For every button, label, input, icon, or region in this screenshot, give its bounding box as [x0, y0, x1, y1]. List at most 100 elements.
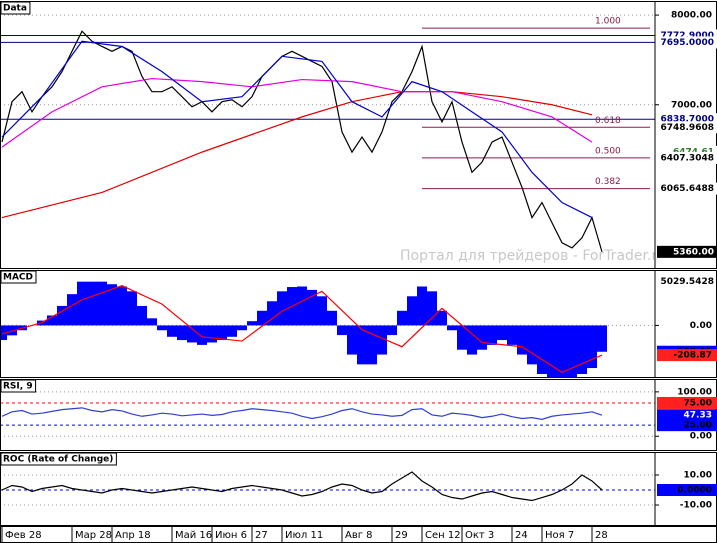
- level-label-box: [657, 419, 717, 432]
- series-line: [1, 77, 593, 148]
- x-tick-label: Фев 28: [5, 530, 42, 541]
- bar: [0, 325, 7, 341]
- price-label-box: [657, 182, 717, 195]
- level-label: 25.00: [684, 421, 712, 431]
- bar: [357, 325, 367, 365]
- bar: [167, 325, 177, 337]
- x-tick-label: Авг 8: [345, 530, 373, 541]
- x-tick-label: Июн 6: [215, 530, 247, 541]
- series-line: [1, 284, 603, 373]
- price-label: 7772.9000: [660, 31, 714, 41]
- y-tick-label: 7000.00: [671, 100, 712, 110]
- bar: [197, 325, 207, 345]
- bar: [57, 305, 67, 326]
- panel-title: MACD: [3, 273, 33, 283]
- price-label-box: [657, 151, 717, 164]
- x-tick-label: Окт 3: [465, 530, 494, 541]
- last-value-box: [657, 409, 717, 422]
- bar: [307, 289, 317, 326]
- x-tick-label: 28: [595, 530, 608, 541]
- bar: [117, 286, 127, 326]
- panel-title-box: [0, 1, 31, 15]
- price-label-box: [657, 245, 717, 258]
- price-label-box: [657, 275, 717, 288]
- price-label: 6407.3048: [660, 153, 714, 163]
- bar: [237, 325, 247, 331]
- bar: [377, 325, 387, 355]
- bar: [387, 325, 397, 336]
- bar: [417, 286, 427, 326]
- bar: [557, 325, 567, 377]
- y-tick-label: -10.00: [680, 501, 712, 511]
- price-label-box: [657, 36, 717, 49]
- bar: [137, 305, 147, 326]
- series-line: [1, 471, 603, 502]
- series-line: [1, 30, 603, 253]
- bar: [7, 325, 17, 336]
- price-label: 6065.6488: [660, 184, 714, 194]
- bar: [547, 325, 557, 377]
- bar: [67, 294, 77, 326]
- bar: [157, 325, 167, 331]
- x-tick-label: 29: [395, 530, 408, 541]
- bar: [347, 325, 357, 355]
- bar: [337, 325, 347, 336]
- bar: [367, 325, 377, 365]
- bar: [127, 291, 137, 326]
- bar: [297, 286, 307, 326]
- panel-title-box: [0, 379, 37, 393]
- last-value-box: [657, 349, 717, 362]
- bar: [317, 296, 327, 326]
- fib-label: 0.382: [595, 177, 621, 187]
- bar: [77, 281, 87, 326]
- x-tick-label: Сен 12: [425, 530, 461, 541]
- x-tick-label: 24: [515, 530, 528, 541]
- bar: [267, 301, 277, 326]
- last-value-label: 47.33: [684, 411, 712, 421]
- bar: [87, 281, 97, 326]
- fib-label: 1.000: [595, 17, 621, 27]
- bar: [427, 291, 437, 326]
- bar: [177, 325, 187, 341]
- price-label: 6748.9608: [660, 123, 714, 133]
- fib-label: 0.500: [595, 146, 621, 156]
- price-label-box: [657, 121, 717, 134]
- x-tick-label: Ноя 7: [545, 530, 574, 541]
- price-label: 5360.00: [673, 247, 714, 257]
- bar: [507, 325, 517, 345]
- x-tick-label: Апр 18: [115, 530, 151, 541]
- level-label-box: [657, 396, 717, 409]
- bar: [217, 325, 227, 341]
- x-tick-label: Июл 11: [285, 530, 323, 541]
- x-tick-label: Май 16: [175, 530, 212, 541]
- price-label: 5029.5428: [660, 277, 714, 287]
- bar: [497, 325, 507, 341]
- panel-plot: [0, 281, 655, 377]
- bar: [107, 284, 117, 326]
- panel-plot: [0, 391, 655, 437]
- bar: [477, 325, 487, 350]
- last-value-label: -208.87: [674, 351, 712, 361]
- price-label: 7695.0000: [660, 38, 714, 48]
- bar: [457, 325, 467, 350]
- panel-title: RSI, 9: [3, 382, 33, 392]
- bar: [397, 310, 407, 326]
- bar: [247, 321, 257, 326]
- bar: [187, 325, 197, 343]
- panel-plot: [0, 471, 655, 506]
- level-label-box: [657, 484, 717, 497]
- bar: [587, 325, 597, 369]
- bar: [147, 318, 157, 326]
- bar: [487, 325, 497, 345]
- bar: [567, 325, 577, 377]
- bar: [577, 325, 587, 375]
- bar: [447, 325, 457, 331]
- panel-title-box: [0, 452, 117, 466]
- watermark: Портал для трейдеров - ForTrader.ru: [400, 248, 666, 264]
- bar: [517, 325, 527, 355]
- panel-title-box: [0, 270, 37, 284]
- y-tick-label: 100.00: [677, 387, 712, 397]
- bar: [437, 310, 447, 326]
- x-tick-label: 27: [255, 530, 268, 541]
